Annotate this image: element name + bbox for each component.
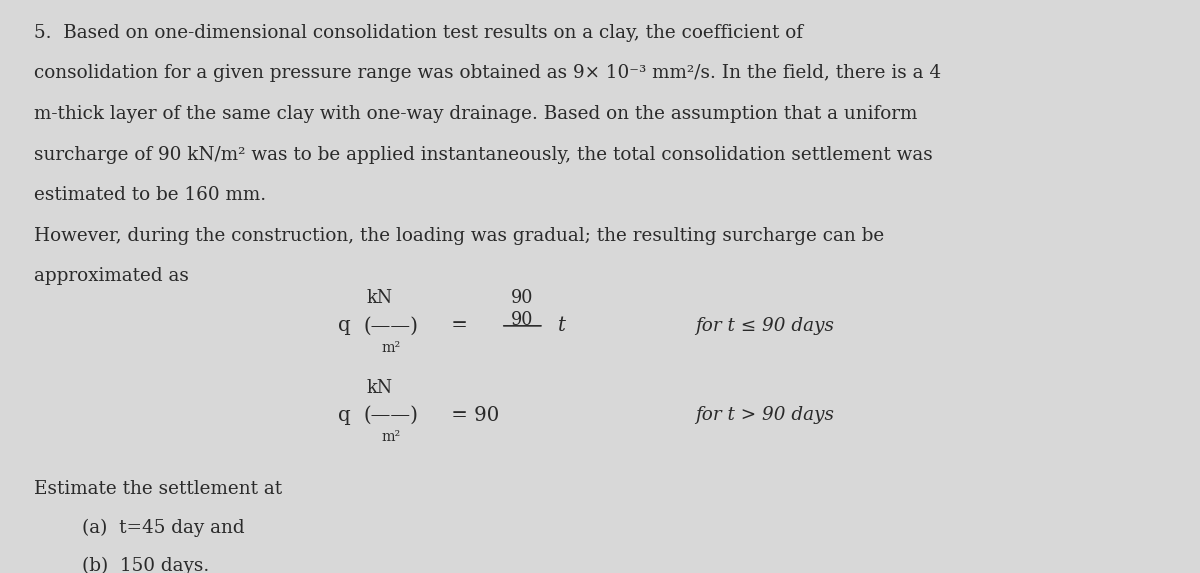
Text: kN: kN — [366, 379, 392, 397]
Text: 90: 90 — [511, 289, 534, 307]
Text: for t > 90 days: for t > 90 days — [695, 406, 834, 424]
Text: kN: kN — [366, 289, 392, 307]
Text: surcharge of 90 kN/m² was to be applied instantaneously, the total consolidation: surcharge of 90 kN/m² was to be applied … — [34, 146, 932, 163]
Text: estimated to be 160 mm.: estimated to be 160 mm. — [34, 186, 266, 204]
Text: t: t — [558, 316, 566, 335]
Text: = 90: = 90 — [445, 406, 499, 425]
Text: m-thick layer of the same clay with one-way drainage. Based on the assumption th: m-thick layer of the same clay with one-… — [34, 105, 917, 123]
Text: consolidation for a given pressure range was obtained as 9× 10⁻³ mm²/s. In the f: consolidation for a given pressure range… — [34, 64, 941, 83]
Text: m²: m² — [382, 430, 401, 444]
Text: q: q — [337, 316, 350, 335]
Text: However, during the construction, the loading was gradual; the resulting surchar: However, during the construction, the lo… — [34, 226, 884, 245]
Text: approximated as: approximated as — [34, 267, 188, 285]
Text: q: q — [337, 406, 350, 425]
Text: (a)  t=45 day and: (a) t=45 day and — [82, 519, 245, 536]
Text: Estimate the settlement at: Estimate the settlement at — [34, 480, 282, 498]
Text: 90: 90 — [511, 311, 534, 329]
Text: (b)  150 days.: (b) 150 days. — [82, 557, 209, 573]
Text: (——): (——) — [364, 316, 419, 335]
Text: =: = — [445, 316, 468, 335]
Text: 5.  Based on one-dimensional consolidation test results on a clay, the coefficie: 5. Based on one-dimensional consolidatio… — [34, 24, 803, 42]
Text: (——): (——) — [364, 406, 419, 425]
Text: for t ≤ 90 days: for t ≤ 90 days — [695, 317, 834, 335]
Text: m²: m² — [382, 341, 401, 355]
